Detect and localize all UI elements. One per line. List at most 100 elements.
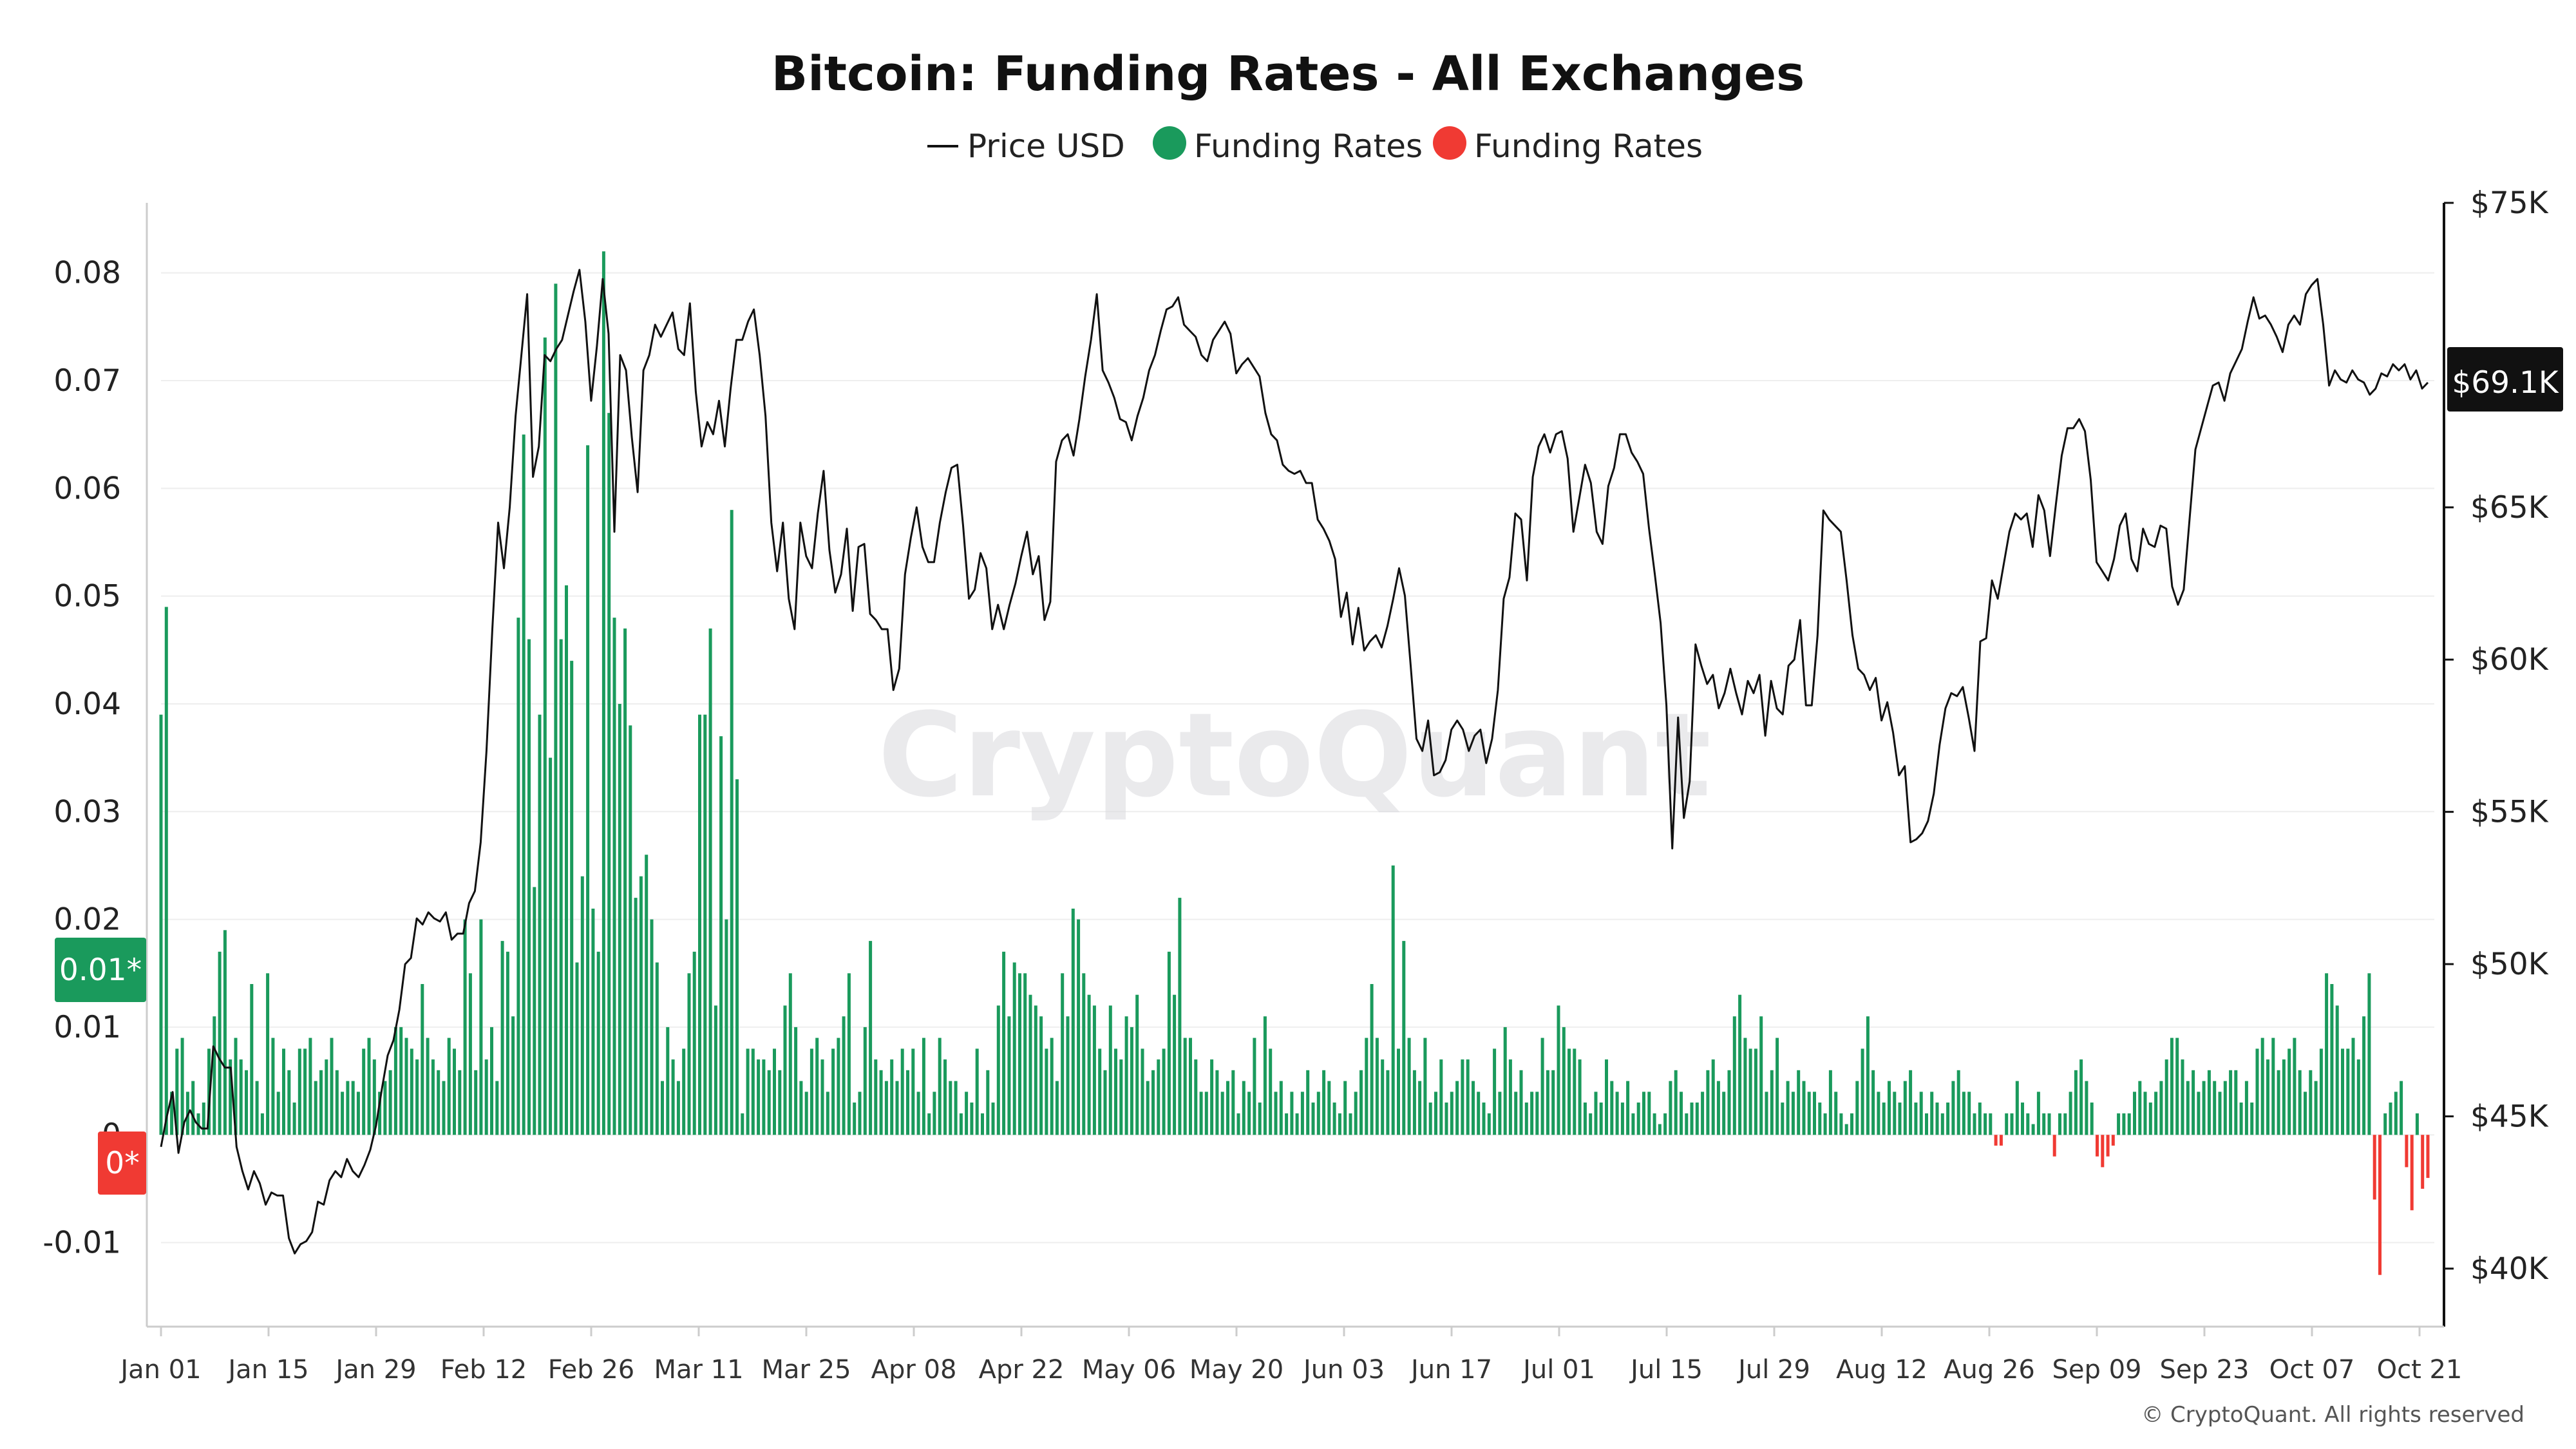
funding-bar [1370, 984, 1374, 1135]
funding-bar [991, 1103, 995, 1135]
x-tick-label: Sep 09 [2052, 1355, 2141, 1385]
y-right-tick-label: $40K [2470, 1251, 2549, 1287]
funding-bar [1274, 1092, 1278, 1135]
funding-bar [1146, 1081, 1150, 1135]
funding-bar [1418, 1081, 1422, 1135]
funding-bar [1781, 1103, 1785, 1135]
funding-bar [1557, 1005, 1560, 1135]
funding-bar [1407, 1037, 1411, 1135]
funding-bar [661, 1081, 664, 1135]
funding-bar [692, 951, 696, 1135]
funding-bar [911, 1048, 915, 1135]
funding-bar [2372, 1135, 2376, 1200]
funding-bar [2010, 1113, 2014, 1135]
funding-bar [2154, 1092, 2158, 1135]
funding-bar [393, 1027, 397, 1135]
funding-bar [2309, 1070, 2313, 1135]
funding-bar [970, 1103, 974, 1135]
funding-bar [1002, 951, 1006, 1135]
funding-bar [671, 1059, 675, 1135]
legend-item-3[interactable]: Funding Rates [1433, 126, 1703, 165]
funding-bar [1973, 1113, 1976, 1135]
funding-bar [266, 973, 270, 1135]
funding-bar [2058, 1113, 2061, 1135]
funding-bar [2223, 1081, 2227, 1135]
funding-bar [538, 714, 542, 1135]
funding-bar [2293, 1037, 2297, 1135]
funding-bar [351, 1081, 355, 1135]
funding-bar [1338, 1113, 1341, 1135]
funding-bar [1546, 1070, 1549, 1135]
funding-bar [1834, 1092, 1838, 1135]
funding-bar [463, 919, 467, 1135]
funding-bar [1450, 1092, 1454, 1135]
legend-item-2[interactable]: Funding Rates [1153, 126, 1423, 165]
funding-bar [1701, 1092, 1705, 1135]
funding-bar [1711, 1059, 1715, 1135]
funding-bar [1242, 1081, 1245, 1135]
funding-bar [298, 1048, 301, 1135]
funding-bar [773, 1048, 776, 1135]
funding-bar [757, 1059, 761, 1135]
funding-bar [1909, 1070, 1913, 1135]
y-right-tick-label: $50K [2470, 947, 2549, 982]
y-left-tick-label: 0.02 [53, 902, 121, 938]
funding-bar [1162, 1048, 1166, 1135]
x-tick-label: Jun 17 [1409, 1355, 1492, 1385]
funding-bar [1412, 1070, 1416, 1135]
funding-bar [1743, 1037, 1747, 1135]
funding-bar [1082, 973, 1086, 1135]
funding-bar [319, 1070, 323, 1135]
funding-bar [820, 1059, 824, 1135]
funding-bar [2298, 1070, 2302, 1135]
funding-bar [1269, 1048, 1273, 1135]
funding-bar [1925, 1113, 1928, 1135]
funding-bar [404, 1037, 408, 1135]
funding-bar [1530, 1092, 1534, 1135]
funding-bar [1295, 1113, 1299, 1135]
funding-bar [1578, 1059, 1582, 1135]
watermark-text: CryptoQuant [878, 688, 1711, 823]
funding-bar [1903, 1081, 1907, 1135]
funding-bar [2229, 1070, 2233, 1135]
funding-bar [959, 1113, 963, 1135]
funding-bar [378, 1092, 382, 1135]
funding-bar [516, 618, 520, 1135]
funding-bar [1599, 1103, 1603, 1135]
funding-bar [356, 1092, 360, 1135]
funding-bar [527, 639, 531, 1135]
funding-bar [927, 1113, 931, 1135]
funding-bar [2063, 1113, 2067, 1135]
funding-bar [842, 1016, 846, 1135]
funding-bar [2148, 1103, 2152, 1135]
axes [146, 203, 2445, 1328]
funding-bar [1888, 1081, 1891, 1135]
funding-bar [1183, 1037, 1187, 1135]
price-badge-label: $69.1K [2452, 365, 2559, 401]
funding-bar [1173, 994, 1177, 1135]
funding-bar [1466, 1059, 1470, 1135]
legend-item-1[interactable]: Price USD [927, 128, 1125, 165]
funding-bar [2111, 1135, 2115, 1146]
funding-bar [191, 1081, 195, 1135]
x-tick-label: Jan 15 [226, 1355, 308, 1385]
funding-bar [1674, 1070, 1678, 1135]
funding-bar [751, 1048, 755, 1135]
funding-bar [1204, 1092, 1208, 1135]
funding-bar [1050, 1037, 1054, 1135]
funding-bar [1157, 1059, 1160, 1135]
funding-bar [1103, 1070, 1107, 1135]
y-axis-left: -0.0100.010.020.030.040.050.060.070.08 [43, 256, 121, 1261]
funding-bar [1359, 1070, 1363, 1135]
funding-negative-badge-label: 0* [105, 1146, 139, 1181]
funding-bar [533, 887, 536, 1135]
funding-bar [1455, 1081, 1459, 1135]
funding-bar [1754, 1048, 1757, 1135]
funding-bar [1989, 1113, 1993, 1135]
funding-bar [687, 973, 691, 1135]
funding-bar [1247, 1092, 1251, 1135]
funding-bar [1018, 973, 1021, 1135]
funding-bar [383, 1081, 387, 1135]
funding-bar [2266, 1059, 2269, 1135]
funding-bar [724, 919, 728, 1135]
